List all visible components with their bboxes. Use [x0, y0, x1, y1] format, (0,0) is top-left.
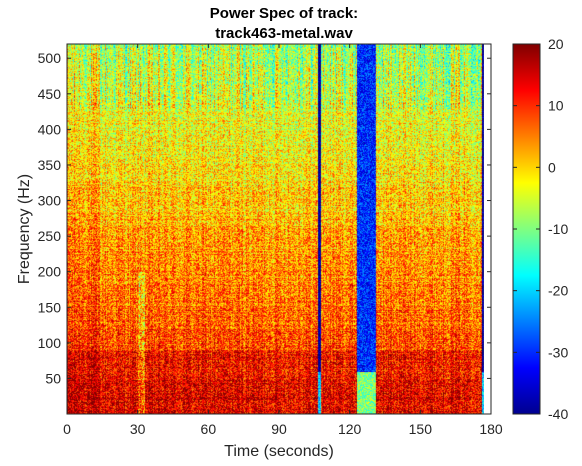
colorbar-tick-label: -40 — [548, 406, 568, 422]
x-tick-label: 30 — [130, 421, 146, 437]
y-tick-label: 50 — [45, 370, 61, 386]
colorbar-ticks: -40 -30 -20 -10 0 10 20 — [513, 36, 568, 422]
x-axis-label: Time (seconds) — [224, 443, 334, 460]
spectrogram-plot-area — [67, 44, 491, 414]
x-tick-label: 90 — [271, 421, 287, 437]
x-tick-label: 180 — [479, 421, 503, 437]
y-tick-label: 300 — [38, 193, 62, 209]
colorbar-tick-label: -10 — [548, 221, 568, 237]
colorbar-tick-label: 10 — [548, 98, 564, 114]
x-tick-label: 60 — [201, 421, 217, 437]
y-tick-label: 500 — [38, 50, 62, 66]
y-tick-label: 200 — [38, 264, 62, 280]
y-tick-label: 350 — [38, 157, 62, 173]
colorbar-tick-label: -30 — [548, 344, 568, 360]
chart-title-line-2: track463-metal.wav — [215, 25, 353, 42]
spectrogram-image — [67, 44, 484, 414]
x-tick-label: 120 — [338, 421, 362, 437]
x-axis: 0 30 60 90 120 150 180 — [63, 44, 503, 437]
colorbar-tick-label: 20 — [548, 36, 564, 52]
y-tick-label: 250 — [38, 228, 62, 244]
x-tick-label: 150 — [409, 421, 433, 437]
y-axis: 50 100 150 200 250 300 350 400 450 500 — [38, 50, 491, 386]
y-tick-label: 150 — [38, 299, 62, 315]
y-tick-label: 100 — [38, 335, 62, 351]
chart-title-line-1: Power Spec of track: — [210, 5, 358, 22]
x-tick-label: 0 — [63, 421, 71, 437]
y-tick-label: 450 — [38, 86, 62, 102]
colorbar-tick-label: 0 — [548, 159, 556, 175]
colorbar-tick-label: -20 — [548, 283, 568, 299]
y-tick-label: 400 — [38, 121, 62, 137]
y-axis-label: Frequency (Hz) — [16, 174, 33, 284]
colorbar — [513, 44, 540, 414]
